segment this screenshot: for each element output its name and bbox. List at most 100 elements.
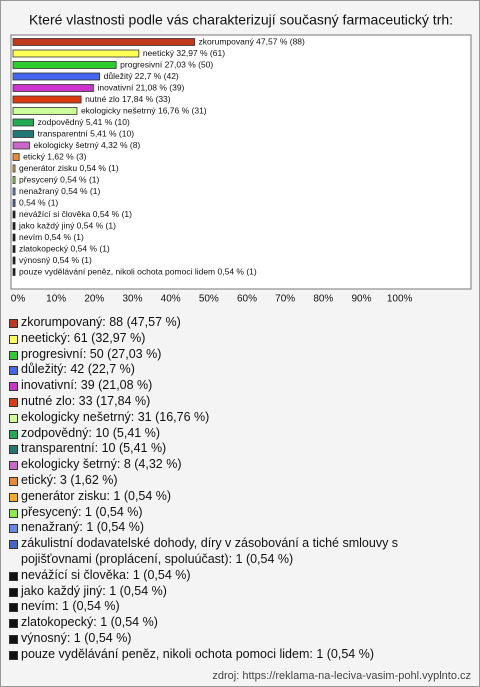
legend-item: ekologicky nešetrný: 31 (16,76 %)	[9, 410, 439, 426]
legend-item: generátor zisku: 1 (0,54 %)	[9, 489, 439, 505]
legend-item: zodpovědný: 10 (5,41 %)	[9, 426, 439, 442]
value-label: zodpovědný 5,41 % (10)	[38, 117, 130, 127]
bar	[12, 84, 94, 92]
bar	[12, 210, 16, 219]
value-label: inovativní 21,08 % (39)	[97, 82, 184, 92]
value-label: 0,54 % (1)	[19, 197, 58, 207]
x-tick-label: 20%	[84, 294, 104, 305]
legend-label: ekologicky nešetrný: 31 (16,76 %)	[21, 409, 210, 424]
legend-swatch	[9, 366, 18, 376]
value-label: neetický 32,97 % (61)	[143, 48, 225, 58]
legend-item: výnosný: 1 (0,54 %)	[9, 631, 439, 647]
legend-item: pouze vydělávání peněz, nikoli ochota po…	[9, 647, 439, 663]
legend-swatch	[9, 650, 18, 660]
chart: Které vlastnosti podle vás charakterizuj…	[10, 12, 472, 305]
legend-label: progresivní: 50 (27,03 %)	[21, 346, 162, 361]
legend-item: nevážící si člověka: 1 (0,54 %)	[9, 568, 439, 584]
bar	[12, 164, 16, 173]
bar	[12, 72, 101, 81]
value-label: transparentní 5,41 % (10)	[38, 128, 135, 138]
x-tick-label: 40%	[161, 294, 181, 305]
x-tick-label: 50%	[199, 294, 219, 305]
legend-swatch	[9, 619, 18, 629]
legend-swatch	[9, 571, 18, 581]
bar	[12, 187, 16, 196]
value-label: nutné zlo 17,84 % (33)	[85, 94, 171, 104]
legend-item: nenažraný: 1 (0,54 %)	[9, 520, 439, 536]
legend-label: přesycený: 1 (0,54 %)	[21, 504, 143, 519]
legend-swatch	[9, 587, 18, 597]
legend-swatch	[9, 634, 18, 644]
value-label: nevážící si člověka 0,54 % (1)	[19, 209, 132, 219]
legend-item: zlatokopecký: 1 (0,54 %)	[9, 615, 439, 631]
legend-swatch	[9, 334, 18, 344]
bar	[12, 141, 30, 150]
x-tick-label: 90%	[351, 294, 371, 305]
bar	[12, 233, 16, 242]
source: zdroj: https://reklama-na-leciva-vasim-p…	[212, 670, 471, 682]
legend-swatch	[9, 445, 18, 455]
legend-label: zodpovědný: 10 (5,41 %)	[21, 425, 160, 440]
bar	[12, 222, 16, 230]
legend-item: důležitý: 42 (22,7 %)	[9, 362, 439, 378]
legend-swatch	[9, 413, 18, 423]
x-tick-label: 30%	[122, 294, 142, 305]
legend-label: výnosný: 1 (0,54 %)	[21, 630, 132, 645]
legend-item: zkorumpovaný: 88 (47,57 %)	[9, 315, 439, 331]
legend-label: neetický: 61 (32,97 %)	[21, 330, 146, 345]
legend-item: transparentní: 10 (5,41 %)	[9, 441, 439, 457]
legend-swatch	[9, 397, 18, 407]
legend-item: nevím: 1 (0,54 %)	[9, 599, 439, 615]
value-label: ekologicky nešetrný 16,76 % (31)	[81, 105, 207, 115]
bar	[12, 61, 117, 69]
legend-label: etický: 3 (1,62 %)	[21, 472, 118, 487]
legend-swatch	[9, 492, 18, 502]
legend-label: nutné zlo: 33 (17,84 %)	[21, 393, 151, 408]
value-label: výnosný 0,54 % (1)	[19, 255, 92, 265]
x-tick-label: 60%	[237, 294, 257, 305]
legend-swatch	[9, 350, 18, 360]
bar	[12, 107, 78, 115]
legend-swatch	[9, 382, 18, 392]
legend-item: etický: 3 (1,62 %)	[9, 473, 439, 489]
legend-label: transparentní: 10 (5,41 %)	[21, 441, 167, 456]
legend: zkorumpovaný: 88 (47,57 %) neetický: 61 (…	[9, 315, 439, 663]
bar	[12, 49, 140, 58]
bar	[12, 256, 16, 265]
legend-item: neetický: 61 (32,97 %)	[9, 331, 439, 347]
legend-swatch	[9, 540, 18, 550]
bar	[12, 38, 195, 46]
legend-label: jako každý jiný: 1 (0,54 %)	[21, 583, 167, 598]
bar	[12, 176, 16, 184]
bar	[12, 245, 16, 253]
legend-item: nutné zlo: 33 (17,84 %)	[9, 394, 439, 410]
legend-item: zákulistní dodavatelské dohody, díry v z…	[9, 536, 439, 568]
bar	[12, 118, 35, 127]
bar	[12, 130, 35, 138]
value-label: zlatokopecký 0,54 % (1)	[19, 243, 110, 253]
chart-title: Které vlastnosti podle vás charakterizuj…	[29, 12, 453, 28]
x-tick-label: 100%	[387, 294, 413, 305]
value-label: nenažraný 0,54 % (1)	[19, 186, 100, 196]
bar	[12, 199, 16, 207]
legend-swatch	[9, 429, 18, 439]
bar	[12, 153, 20, 161]
x-tick-label: 10%	[46, 294, 66, 305]
x-tick-label: 0%	[11, 294, 26, 305]
value-label: důležitý 22,7 % (42)	[104, 71, 179, 81]
legend-swatch	[9, 461, 18, 471]
x-tick-label: 70%	[275, 294, 295, 305]
legend-label: generátor zisku: 1 (0,54 %)	[21, 488, 172, 503]
legend-swatch	[9, 319, 18, 328]
legend-label: nenažraný: 1 (0,54 %)	[21, 520, 144, 535]
value-label: pouze vydělávání peněz, nikoli ochota po…	[19, 266, 257, 276]
legend-label: důležitý: 42 (22,7 %)	[21, 362, 135, 377]
value-label: nevím 0,54 % (1)	[19, 232, 84, 242]
value-label: etický 1,62 % (3)	[23, 151, 86, 161]
legend-item: inovativní: 39 (21,08 %)	[9, 378, 439, 394]
legend-label: zlatokopecký: 1 (0,54 %)	[21, 615, 158, 630]
value-label: zkorumpovaný 47,57 % (88)	[199, 36, 305, 46]
legend-label: pouze vydělávání peněz, nikoli ochota po…	[21, 646, 374, 661]
x-tick-label: 80%	[313, 294, 333, 305]
